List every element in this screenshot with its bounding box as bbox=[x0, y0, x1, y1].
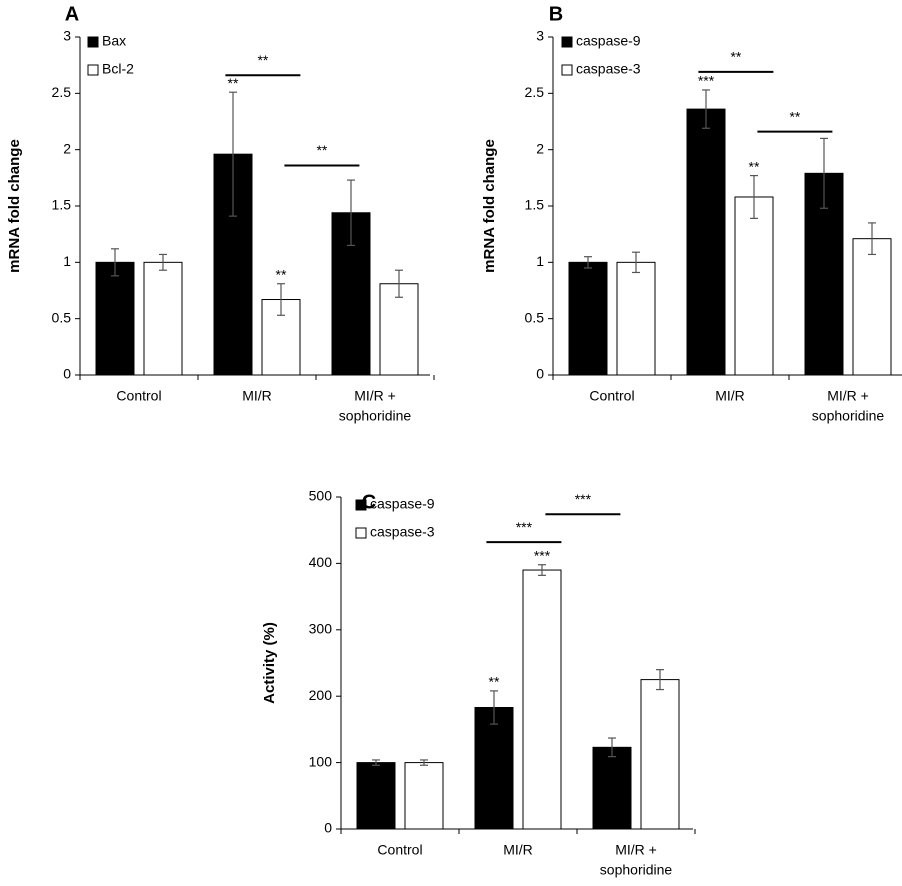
x-tick-label-a: MI/R + bbox=[354, 388, 396, 404]
y-tick-label-c: 100 bbox=[309, 753, 333, 769]
bar-c bbox=[356, 762, 396, 830]
x-tick-label-c: sophoridine bbox=[600, 862, 673, 878]
x-tick-label-c: Control bbox=[377, 842, 422, 858]
y-tick-label-a: 1.5 bbox=[52, 197, 72, 213]
legend-swatch-c bbox=[355, 527, 367, 539]
legend-label-b: caspase-3 bbox=[576, 61, 641, 77]
legend-label-a: Bcl-2 bbox=[102, 61, 134, 77]
x-tick-label-c: MI/R bbox=[503, 842, 533, 858]
panel-label-b: B bbox=[549, 3, 563, 25]
significance-mark-c: ** bbox=[489, 674, 500, 690]
y-tick-label-a: 1 bbox=[63, 253, 71, 269]
y-tick-label-a: 2 bbox=[63, 140, 71, 156]
comparison-mark-c: *** bbox=[575, 491, 592, 507]
y-tick-label-b: 3 bbox=[536, 28, 544, 44]
y-tick-label-b: 1.5 bbox=[525, 197, 545, 213]
legend-swatch-b bbox=[561, 36, 573, 48]
y-tick-label-c: 200 bbox=[309, 687, 333, 703]
y-axis-title-b: mRNA fold change bbox=[481, 139, 498, 273]
legend-label-c: caspase-3 bbox=[370, 524, 435, 540]
significance-mark-b: ** bbox=[749, 158, 760, 174]
y-tick-label-a: 0.5 bbox=[52, 309, 72, 325]
significance-mark-a: ** bbox=[276, 266, 287, 282]
y-tick-label-c: 0 bbox=[324, 820, 332, 836]
y-tick-label-c: 300 bbox=[309, 621, 333, 637]
legend-label-c: caspase-9 bbox=[370, 496, 435, 512]
comparison-mark-a: ** bbox=[257, 52, 268, 68]
legend-swatch-c bbox=[355, 499, 367, 511]
legend-swatch-a bbox=[87, 36, 99, 48]
comparison-mark-b: ** bbox=[789, 108, 800, 124]
y-tick-label-b: 0 bbox=[536, 366, 544, 382]
bar-a bbox=[95, 261, 135, 376]
x-tick-label-b: Control bbox=[589, 388, 634, 404]
y-tick-label-a: 0 bbox=[63, 366, 71, 382]
y-tick-label-b: 0.5 bbox=[525, 309, 545, 325]
y-tick-label-c: 400 bbox=[309, 554, 333, 570]
legend-label-a: Bax bbox=[102, 33, 126, 49]
bar-c bbox=[404, 762, 444, 830]
x-tick-label-b: sophoridine bbox=[812, 408, 885, 424]
y-axis-title-a: mRNA fold change bbox=[6, 139, 23, 273]
bar-c bbox=[474, 706, 514, 830]
comparison-mark-c: *** bbox=[516, 519, 533, 535]
significance-mark-a: ** bbox=[228, 75, 239, 91]
bar-c bbox=[522, 569, 562, 830]
legend-swatch-a bbox=[87, 64, 99, 76]
y-tick-label-b: 2.5 bbox=[525, 84, 545, 100]
x-tick-label-b: MI/R bbox=[715, 388, 745, 404]
bar-a bbox=[213, 153, 253, 376]
x-tick-label-c: MI/R + bbox=[615, 842, 657, 858]
bar-a bbox=[143, 261, 183, 376]
x-tick-label-a: Control bbox=[116, 388, 161, 404]
bar-b bbox=[734, 196, 774, 376]
x-tick-label-a: sophoridine bbox=[339, 408, 412, 424]
y-tick-label-c: 500 bbox=[309, 488, 333, 504]
bar-c bbox=[592, 746, 632, 830]
significance-mark-c: *** bbox=[534, 547, 551, 563]
y-tick-label-a: 3 bbox=[63, 28, 71, 44]
legend-label-b: caspase-9 bbox=[576, 33, 641, 49]
comparison-mark-a: ** bbox=[316, 142, 327, 158]
y-axis-title-c: Activity (%) bbox=[261, 622, 278, 704]
x-tick-label-a: MI/R bbox=[242, 388, 272, 404]
y-tick-label-b: 1 bbox=[536, 253, 544, 269]
panel-label-a: A bbox=[65, 3, 79, 25]
comparison-mark-b: ** bbox=[730, 49, 741, 65]
bar-b bbox=[616, 261, 656, 376]
legend-swatch-b bbox=[561, 64, 573, 76]
bar-b bbox=[568, 261, 608, 376]
bar-c bbox=[640, 679, 680, 830]
bar-b bbox=[852, 238, 892, 376]
x-tick-label-b: MI/R + bbox=[827, 388, 869, 404]
significance-mark-b: *** bbox=[698, 73, 715, 89]
bar-b bbox=[686, 108, 726, 376]
y-tick-label-a: 2.5 bbox=[52, 84, 72, 100]
y-tick-label-b: 2 bbox=[536, 140, 544, 156]
